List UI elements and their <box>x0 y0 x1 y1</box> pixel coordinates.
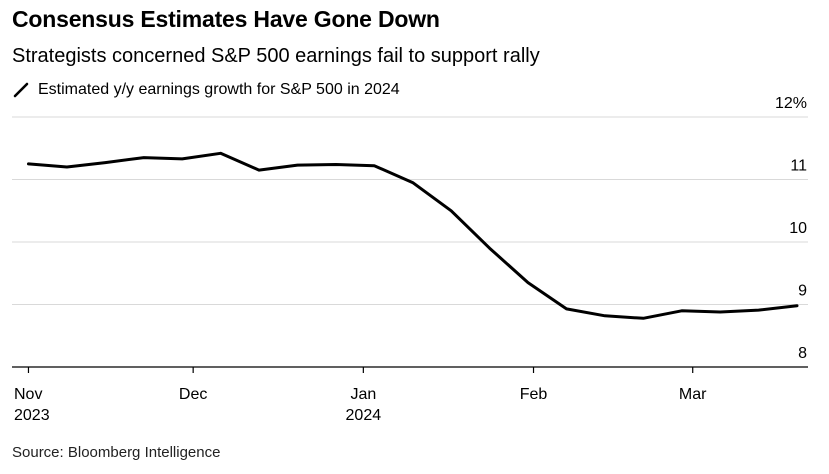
y-tick-label-8: 8 <box>798 345 807 362</box>
x-tick-label-0-1: 2023 <box>14 407 50 424</box>
x-tick-label-3-0: Feb <box>520 386 548 403</box>
y-tick-label-9: 9 <box>798 283 807 300</box>
source-note: Source: Bloomberg Intelligence <box>12 444 221 461</box>
x-tick-label-0-0: Nov <box>14 386 42 403</box>
legend: Estimated y/y earnings growth for S&P 50… <box>12 81 400 99</box>
y-tick-label-11: 11 <box>790 158 807 175</box>
legend-line-icon <box>13 82 29 98</box>
x-tick-label-4-0: Mar <box>679 386 707 403</box>
x-tick-label-2-0: Jan <box>350 386 376 403</box>
x-tick-label-1-0: Dec <box>179 386 207 403</box>
y-tick-label-12: 12% <box>775 95 807 112</box>
series-line-0 <box>27 151 799 320</box>
legend-label: Estimated y/y earnings growth for S&P 50… <box>38 81 400 98</box>
chart-title: Consensus Estimates Have Gone Down <box>12 6 440 32</box>
chart-subtitle: Strategists concerned S&P 500 earnings f… <box>12 45 540 67</box>
y-tick-label-10: 10 <box>789 220 807 237</box>
x-tick-label-2-1: 2024 <box>346 407 382 424</box>
